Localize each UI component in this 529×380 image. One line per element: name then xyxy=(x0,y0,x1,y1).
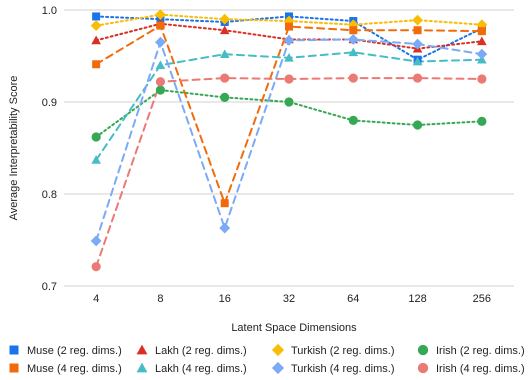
data-point xyxy=(220,199,229,208)
data-point xyxy=(91,262,101,272)
legend-item: Muse (2 reg. dims.) xyxy=(9,345,122,357)
legend-label: Muse (2 reg. dims.) xyxy=(27,345,122,357)
series-line-3 xyxy=(95,89,483,138)
y-tick-label: 0.9 xyxy=(42,97,57,109)
x-tick-label: 64 xyxy=(347,293,359,305)
legend: Muse (2 reg. dims.) Lakh (2 reg. dims.) Tu… xyxy=(9,343,525,375)
y-axis-label: Average Interpretability Score xyxy=(8,76,20,221)
series-line-6 xyxy=(95,38,483,242)
data-point xyxy=(156,21,165,30)
legend-item: Turkish (4 reg. dims.) xyxy=(271,361,395,375)
data-point xyxy=(412,73,423,83)
grid xyxy=(64,9,514,287)
data-point xyxy=(348,73,358,83)
data-point xyxy=(91,155,101,164)
y-tick-label: 1.0 xyxy=(42,5,57,17)
data-point xyxy=(220,92,230,102)
data-point xyxy=(90,235,102,247)
axis-ticks: 0.7 0.8 0.9 1.0 4 8 16 32 64 128 256 xyxy=(42,5,491,305)
legend-label: Lakh (4 reg. dims.) xyxy=(155,363,247,375)
legend-label: Lakh (2 reg. dims.) xyxy=(155,345,247,357)
legend-marker xyxy=(9,345,19,355)
data-point xyxy=(477,36,487,46)
x-tick-label: 32 xyxy=(283,293,295,305)
legend-item: Muse (4 reg. dims.) xyxy=(9,363,122,375)
data-point xyxy=(412,38,423,50)
series-lines xyxy=(95,13,483,268)
y-tick-label: 0.7 xyxy=(42,281,57,293)
x-tick-label: 128 xyxy=(408,293,426,305)
x-axis-label: Latent Space Dimensions xyxy=(231,322,357,334)
legend-marker xyxy=(136,362,148,373)
data-point xyxy=(348,115,358,125)
data-point xyxy=(283,15,295,27)
y-tick-label: 0.8 xyxy=(42,189,57,201)
x-tick-label: 4 xyxy=(93,293,99,305)
data-point xyxy=(477,116,487,126)
data-point xyxy=(90,20,102,32)
legend-marker xyxy=(271,343,285,357)
data-point xyxy=(413,26,422,35)
series-line-4 xyxy=(95,24,483,207)
legend-item: Irish (2 reg. dims.) xyxy=(417,344,525,357)
legend-item: Lakh (4 reg. dims.) xyxy=(136,362,247,375)
legend-item: Irish (4 reg. dims.) xyxy=(417,362,525,375)
data-point xyxy=(219,25,230,35)
data-point xyxy=(477,27,486,36)
data-point xyxy=(92,60,101,69)
x-tick-label: 256 xyxy=(473,293,491,305)
data-point xyxy=(155,77,166,87)
data-point xyxy=(476,48,488,60)
data-point xyxy=(219,49,230,58)
data-point xyxy=(348,47,359,57)
x-tick-label: 16 xyxy=(219,293,231,305)
legend-marker xyxy=(136,344,148,355)
data-point xyxy=(92,12,101,21)
legend-marker xyxy=(271,361,285,375)
data-point xyxy=(477,74,487,84)
legend-label: Turkish (2 reg. dims.) xyxy=(291,345,395,357)
data-point xyxy=(349,26,358,35)
legend-label: Turkish (4 reg. dims.) xyxy=(291,363,395,375)
x-tick-label: 8 xyxy=(157,293,163,305)
legend-marker xyxy=(417,362,429,374)
legend-label: Irish (2 reg. dims.) xyxy=(436,345,525,357)
legend-marker xyxy=(417,344,429,356)
data-point xyxy=(285,22,293,31)
data-point xyxy=(220,73,230,83)
data-point xyxy=(155,85,166,95)
data-point xyxy=(155,9,166,20)
legend-label: Muse (4 reg. dims.) xyxy=(27,363,122,375)
data-point xyxy=(283,34,295,46)
data-point xyxy=(412,56,423,66)
legend-marker xyxy=(9,363,19,373)
data-point xyxy=(347,34,359,45)
data-point xyxy=(347,19,359,31)
data-point xyxy=(155,36,166,48)
legend-item: Lakh (2 reg. dims.) xyxy=(136,344,247,357)
data-point xyxy=(219,13,231,25)
data-point xyxy=(91,35,101,45)
data-point xyxy=(284,97,294,107)
data-point xyxy=(155,60,166,70)
legend-item: Turkish (2 reg. dims.) xyxy=(271,343,395,357)
legend-label: Irish (4 reg. dims.) xyxy=(436,363,525,375)
data-point xyxy=(284,74,294,84)
data-point xyxy=(284,53,294,62)
series-markers xyxy=(90,9,488,272)
data-point xyxy=(219,222,231,234)
data-point xyxy=(412,120,423,130)
data-point xyxy=(91,132,101,142)
data-point xyxy=(412,14,423,26)
